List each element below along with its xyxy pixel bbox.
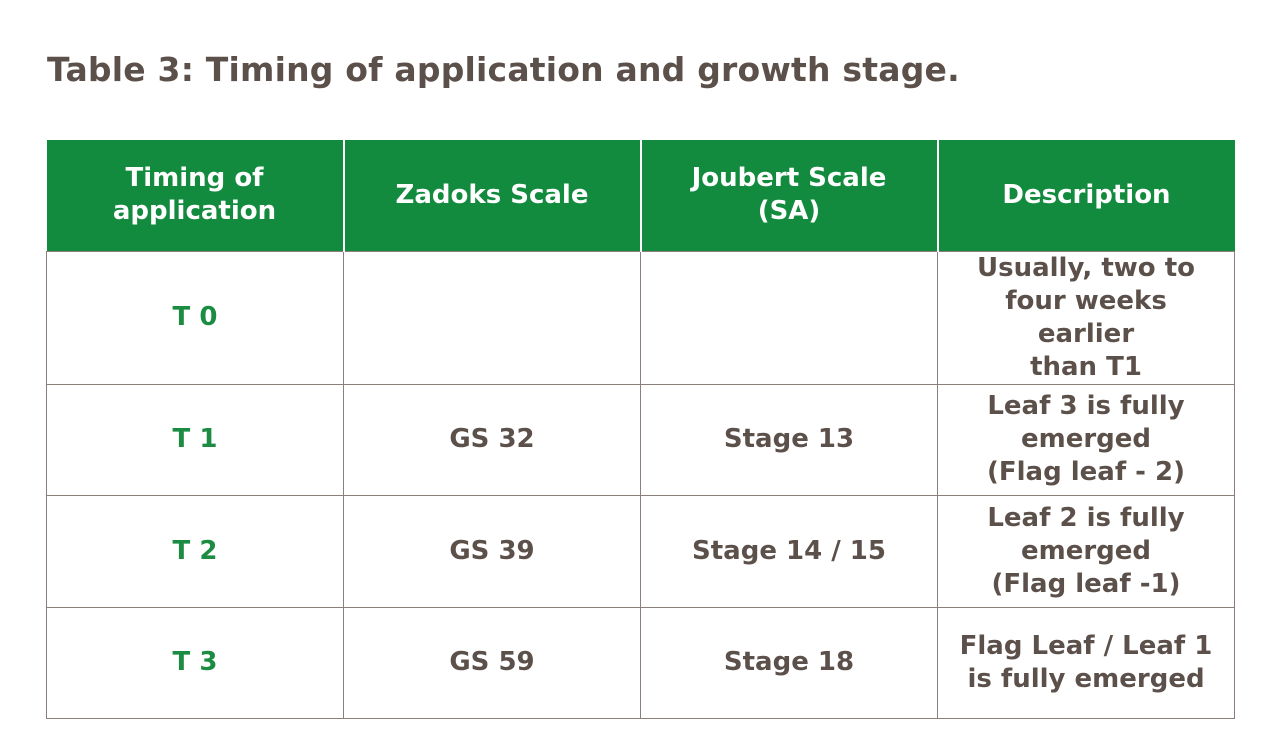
table-row: T 0 Usually, two to four weeks earlier t… <box>46 250 1235 385</box>
table-row: T 2 GS 39 Stage 14 / 15 Leaf 2 is fully … <box>46 494 1235 608</box>
zadoks-cell: GS 32 <box>343 383 641 496</box>
header-row: Timing of application Zadoks Scale Joube… <box>46 140 1235 251</box>
description-line: Usually, two to <box>977 252 1195 283</box>
description-line: (Flag leaf - 2) <box>986 457 1186 487</box>
description-line: Flag Leaf / Leaf 1 <box>959 630 1213 661</box>
header-timing-line-2: application <box>112 196 277 227</box>
header-zadoks: Zadoks Scale <box>342 140 642 251</box>
zadoks-cell: GS 39 <box>343 494 641 608</box>
timing-cell: T 2 <box>46 494 344 608</box>
zadoks-cell <box>343 250 641 385</box>
description-cell: Flag Leaf / Leaf 1 is fully emerged <box>937 606 1235 719</box>
description-line: four weeks earlier <box>1005 285 1167 349</box>
joubert-cell: Stage 14 / 15 <box>640 494 938 608</box>
table-row: T 1 GS 32 Stage 13 Leaf 3 is fully emerg… <box>46 383 1235 496</box>
table-title: Table 3: Timing of application and growt… <box>47 50 960 89</box>
description-line: is fully emerged <box>967 663 1205 694</box>
zadoks-cell: GS 59 <box>343 606 641 719</box>
header-timing: Timing of application <box>46 140 345 251</box>
description-line: (Flag leaf -1) <box>991 568 1181 599</box>
description-cell: Leaf 3 is fully emerged (Flag leaf - 2) <box>937 383 1235 496</box>
header-joubert: Joubert Scale (SA) <box>639 140 939 251</box>
description-cell: Usually, two to four weeks earlier than … <box>937 250 1235 385</box>
description-line: emerged <box>1020 535 1152 566</box>
description-line: Leaf 2 is fully <box>987 502 1185 533</box>
description-cell: Leaf 2 is fully emerged (Flag leaf -1) <box>937 494 1235 608</box>
joubert-cell: Stage 13 <box>640 383 938 496</box>
header-description: Description <box>936 140 1235 251</box>
joubert-cell <box>640 250 938 385</box>
timing-cell: T 3 <box>46 606 344 719</box>
growth-stage-table: Timing of application Zadoks Scale Joube… <box>46 140 1235 719</box>
header-timing-line-1: Timing of <box>125 163 264 194</box>
description-line: than T1 <box>1030 351 1142 382</box>
timing-cell: T 1 <box>46 383 344 496</box>
timing-cell: T 0 <box>46 250 344 385</box>
description-line: Leaf 3 is fully <box>987 391 1185 421</box>
table-row: T 3 GS 59 Stage 18 Flag Leaf / Leaf 1 is… <box>46 606 1235 719</box>
description-line: emerged <box>1020 424 1152 454</box>
joubert-cell: Stage 18 <box>640 606 938 719</box>
